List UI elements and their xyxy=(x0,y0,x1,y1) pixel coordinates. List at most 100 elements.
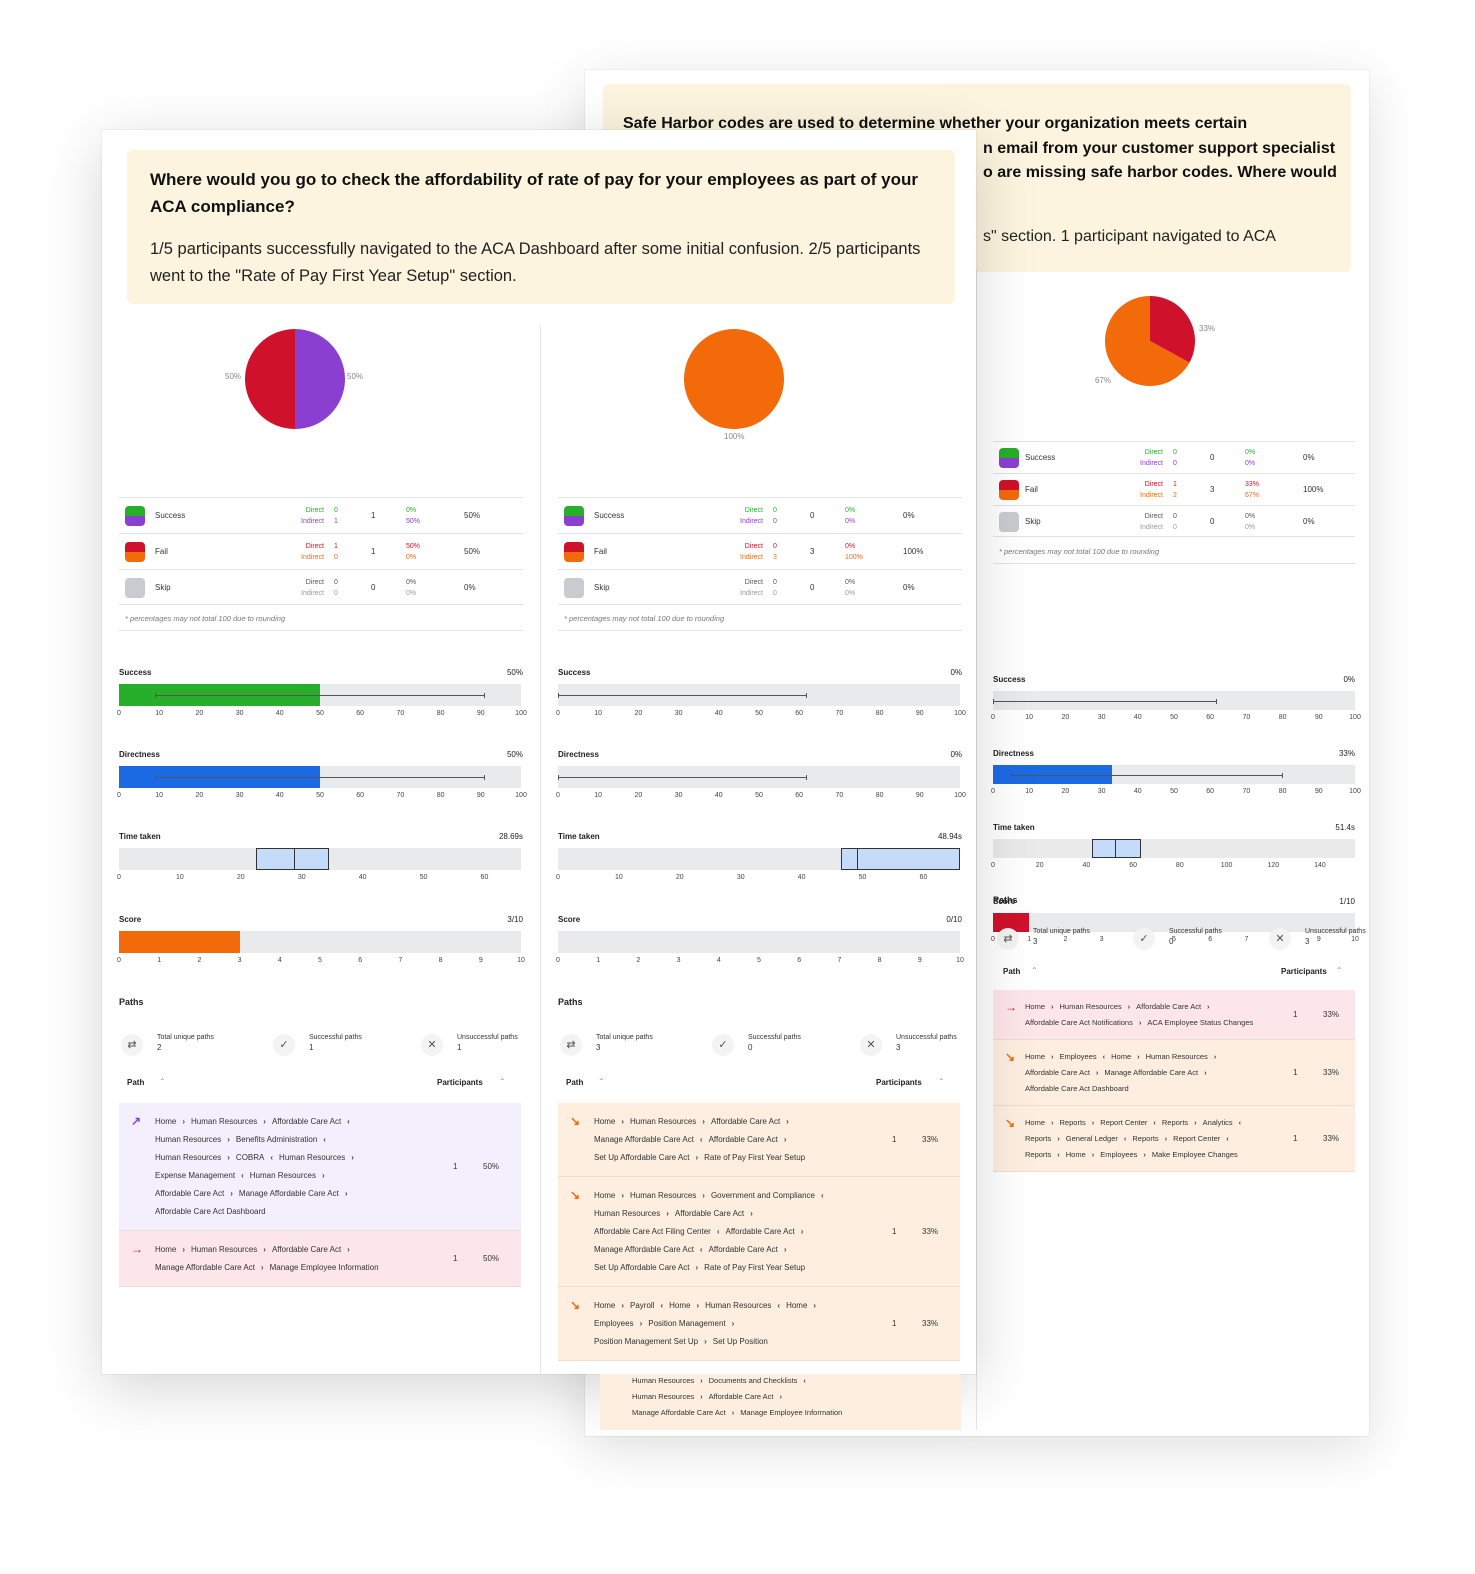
path-column-header[interactable]: Path xyxy=(1003,967,1021,976)
time-metric-label: Time taken xyxy=(993,823,1035,832)
direct-label: Direct xyxy=(1144,481,1163,488)
breadcrumb-separator: › xyxy=(700,1376,703,1385)
pie-percent-label: 33% xyxy=(1199,324,1216,333)
breadcrumb-separator: ‹ xyxy=(1057,1150,1060,1159)
sort-icon[interactable]: ⌃ xyxy=(1031,966,1038,975)
breadcrumb-item: Affordable Care Act xyxy=(708,1245,778,1254)
unsuccessful-paths-icon: ✕ xyxy=(860,1034,882,1056)
participant-count: 1 xyxy=(453,1162,458,1171)
fail-swatch xyxy=(999,480,1019,500)
indirect-label: Indirect xyxy=(1140,492,1163,499)
axis-tick-label: 90 xyxy=(476,792,485,799)
breadcrumb-item: Home xyxy=(594,1301,616,1310)
path-row[interactable]: ↘ Home › Employees ‹ Home › Human Resources › Aff… xyxy=(993,1040,1355,1106)
axis-tick-label: 0 xyxy=(991,714,995,721)
indirect-label: Indirect xyxy=(740,518,763,525)
indirect-label: Indirect xyxy=(301,518,324,525)
breadcrumb-separator: › xyxy=(1127,1002,1131,1011)
breadcrumb-separator: › xyxy=(700,1392,703,1401)
breadcrumb-separator: › xyxy=(230,1189,233,1198)
breadcrumb-item: Reports xyxy=(1059,1118,1086,1127)
axis-tick-label: 100 xyxy=(1220,862,1233,869)
sort-icon[interactable]: ⌃ xyxy=(598,1077,605,1086)
successful-paths-stat: ✓ Successful paths 0 xyxy=(1133,928,1253,952)
participant-count: 1 xyxy=(1293,1010,1298,1019)
breadcrumb-separator: › xyxy=(1095,1068,1099,1077)
successful-paths-stat: ✓ Successful paths 1 xyxy=(273,1034,393,1058)
path-row[interactable]: ↘ Home › Reports › Report Center ‹ Reports › Anal… xyxy=(993,1106,1355,1172)
legend-row-fail: Fail Direct Indirect 1 0 1 50% 0% 50% xyxy=(119,533,523,569)
breadcrumb-item: Government and Compliance xyxy=(710,1191,815,1200)
column-1: 50% 50% Success Direct Indirect 0 1 1 0% 50% 50% Fa… xyxy=(117,320,527,1374)
directness-metric-value: 0% xyxy=(950,750,962,759)
participants-column-header[interactable]: Participants xyxy=(876,1078,922,1087)
direct-percent: 0% xyxy=(406,579,417,586)
axis-tick-label: 20 xyxy=(195,792,204,799)
path-row[interactable]: ↗ Home › Human Resources › Affordable Care Ac… xyxy=(119,1103,521,1231)
breadcrumb-separator: › xyxy=(1143,1150,1146,1159)
axis-tick-label: 1 xyxy=(1027,936,1032,943)
axis-tick-label: 90 xyxy=(1314,788,1323,795)
paths-heading: Paths xyxy=(993,895,1018,905)
participant-percent: 33% xyxy=(922,1227,939,1236)
path-row[interactable]: ↘ Home › Human Resources › Government and Com… xyxy=(558,1177,960,1287)
axis-tick-label: 50 xyxy=(316,792,324,799)
breadcrumb-separator: ‹ xyxy=(347,1117,350,1126)
directness-range-whisker xyxy=(558,775,808,780)
breadcrumb-separator: › xyxy=(621,1191,625,1200)
time-median-line xyxy=(293,849,295,869)
breadcrumb-item: Affordable Care Act xyxy=(1025,1068,1090,1077)
time-metric-value: 28.69s xyxy=(498,832,523,841)
breadcrumb-item: Employees xyxy=(594,1319,634,1328)
back-question-description: s" section. 1 participant navigated to A… xyxy=(983,228,1276,245)
path-row[interactable]: ↘ Home › Human Resources › Affordable Care Ac… xyxy=(558,1103,960,1177)
indirect-label: Indirect xyxy=(740,590,763,597)
axis-tick-label: 30 xyxy=(674,792,683,799)
participant-percent: 33% xyxy=(922,1135,939,1144)
participant-percent: 50% xyxy=(483,1162,500,1171)
pie-percent-label: 50% xyxy=(225,372,242,381)
path-column-header[interactable]: Path xyxy=(566,1078,584,1087)
breadcrumb-line: Human Resources › Affordable Care Act › xyxy=(594,1205,830,1223)
score-axis-ticks: 0 1 2 3 4 5 6 7 8 9 10 xyxy=(556,957,964,967)
breadcrumb-separator: › xyxy=(621,1117,625,1126)
sort-icon[interactable]: ⌃ xyxy=(499,1077,506,1086)
breadcrumb-item: Manage Affordable Care Act xyxy=(594,1135,694,1144)
path-row[interactable]: ↘ Home › Payroll ‹ Home › Human Resources ‹ Home ›… xyxy=(558,1287,960,1361)
sort-icon[interactable]: ⌃ xyxy=(159,1077,166,1086)
axis-tick-label: 40 xyxy=(797,874,806,881)
breadcrumb-item: Manage Affordable Care Act xyxy=(1104,1068,1199,1077)
path-breadcrumb: Home › Human Resources › Affordable Care Act… xyxy=(155,1241,379,1277)
path-row[interactable]: → Home › Human Resources › Affordable Care Ac… xyxy=(993,990,1355,1040)
path-row[interactable]: → Home › Human Resources › Affordable Care Ac… xyxy=(119,1231,521,1287)
pie-chart xyxy=(684,329,784,429)
sort-icon[interactable]: ⌃ xyxy=(1336,966,1343,975)
participants-column-header[interactable]: Participants xyxy=(1281,967,1327,976)
participants-column-header[interactable]: Participants xyxy=(437,1078,483,1087)
unsuccessful-paths-value: 3 xyxy=(896,1043,901,1052)
axis-tick-label: 20 xyxy=(1061,714,1070,721)
path-column-header[interactable]: Path xyxy=(127,1078,145,1087)
success-metric-value: 50% xyxy=(506,668,523,677)
participant-percent: 33% xyxy=(1323,1010,1340,1019)
success-metric-label: Success xyxy=(119,668,152,677)
breadcrumb-separator: › xyxy=(347,1245,350,1254)
column-divider xyxy=(540,325,541,1374)
score-metric-label: Score xyxy=(119,915,142,924)
divider-line xyxy=(993,563,1355,564)
breadcrumb-item: Manage Employee Information xyxy=(269,1263,379,1272)
skip-swatch xyxy=(999,512,1019,532)
breadcrumb-item: Affordable Care Act xyxy=(155,1189,225,1198)
axis-tick-label: 9 xyxy=(478,957,483,964)
front-question-box: Where would you go to check the affordab… xyxy=(127,150,955,304)
breadcrumb-line: Manage Affordable Care Act › Manage Employ… xyxy=(632,1408,842,1417)
breadcrumb-item: Manage Affordable Care Act xyxy=(155,1263,255,1272)
sort-icon[interactable]: ⌃ xyxy=(938,1077,945,1086)
breadcrumb-separator: › xyxy=(1138,1018,1142,1027)
rounding-note: * percentages may not total 100 due to r… xyxy=(125,614,286,623)
divider-line xyxy=(558,630,962,631)
axis-tick-label: 60 xyxy=(356,710,365,717)
breadcrumb-separator: › xyxy=(260,1263,264,1272)
successful-paths-icon: ✓ xyxy=(1133,928,1155,950)
swatch-indirect xyxy=(999,522,1019,532)
